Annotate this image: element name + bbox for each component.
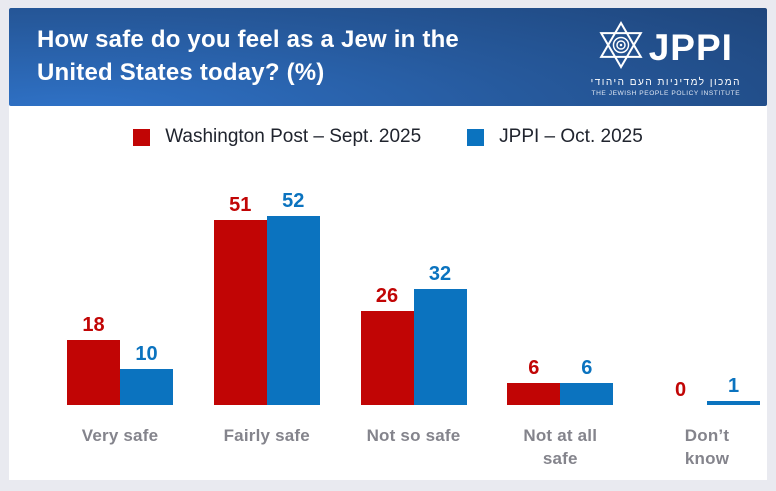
legend-swatch-blue xyxy=(467,128,485,146)
category-label: Not so safe xyxy=(366,426,461,445)
category-label: Very safe xyxy=(81,426,159,445)
page-title-line2: United States today? (%) xyxy=(37,59,325,86)
star-of-david-icon xyxy=(599,20,643,74)
bar-column: 1 xyxy=(707,376,760,405)
bar-value-label: 10 xyxy=(135,343,158,365)
bar-group: 26 32 Not so safe xyxy=(360,150,467,471)
jppi-logo-english-tagline: THE JEWISH PEOPLE POLICY INSTITUTE xyxy=(591,90,741,97)
bar-column: 52 xyxy=(266,190,320,405)
bar-group: 51 52 Fairly safe xyxy=(213,150,320,471)
bar-value-label: 6 xyxy=(528,357,540,379)
bar-value-label: 1 xyxy=(727,375,740,397)
bar-column: 6 xyxy=(507,357,561,405)
jppi-logo-row: JPPI xyxy=(599,20,733,74)
bar-value-label: 51 xyxy=(229,194,252,216)
bar-chart: 18 10 Very safe 51 52 Fairly safe 26 32 Not so s… xyxy=(67,150,760,471)
chart-legend: Washington Post – Sept. 2025 JPPI – Oct.… xyxy=(9,124,767,150)
bar-value-label: 18 xyxy=(82,314,105,336)
bar xyxy=(266,216,320,405)
jppi-logo-hebrew-tagline: המכון למדיניות העם היהודי xyxy=(590,77,741,88)
jppi-logo-text: JPPI xyxy=(648,27,733,68)
category-label: Not at all safe xyxy=(523,426,598,468)
bar-pair: 26 32 xyxy=(360,150,467,405)
legend-swatch-red xyxy=(133,128,151,146)
bar-value-label: 52 xyxy=(282,190,305,212)
category-label: Don’t know xyxy=(684,426,730,468)
bar-column: 26 xyxy=(360,285,414,405)
bar-column: 6 xyxy=(560,357,614,405)
bar xyxy=(707,401,760,405)
bar xyxy=(120,369,173,405)
bar-group: 6 6 Not at all safe xyxy=(507,150,614,471)
header-banner: How safe do you feel as a Jew in the Uni… xyxy=(9,8,767,106)
bar-value-label: 32 xyxy=(428,263,452,285)
page-title-line1: How safe do you feel as a Jew in the xyxy=(37,26,459,54)
legend-item-washington-post: Washington Post – Sept. 2025 xyxy=(133,126,421,148)
bar xyxy=(360,311,414,405)
jppi-logo: JPPI המכון למדיניות העם היהודי THE JEWIS… xyxy=(590,20,741,97)
bar-column: 10 xyxy=(120,344,173,405)
bar-column: 51 xyxy=(213,194,267,405)
bar-value-label: 0 xyxy=(674,379,687,401)
bar xyxy=(213,220,267,405)
bar-value-label: 26 xyxy=(375,285,399,307)
bar-pair: 51 52 xyxy=(213,150,320,405)
bar xyxy=(413,289,467,405)
legend-label: JPPI – Oct. 2025 xyxy=(499,126,643,147)
legend-item-jppi: JPPI – Oct. 2025 xyxy=(467,126,643,148)
bar xyxy=(560,383,614,405)
bar xyxy=(507,383,561,405)
bar-group: 18 10 Very safe xyxy=(67,150,173,471)
category-label: Fairly safe xyxy=(223,426,310,445)
legend-label: Washington Post – Sept. 2025 xyxy=(165,126,422,147)
bar-pair: 18 10 xyxy=(67,150,173,405)
bar-group: 0 1 Don’t know xyxy=(654,150,760,471)
page-title: How safe do you feel as a Jew in the Uni… xyxy=(9,24,459,89)
bar-value-label: 6 xyxy=(581,357,593,379)
bar-column: 32 xyxy=(413,263,467,405)
bar-column: 18 xyxy=(67,315,120,405)
bar xyxy=(67,340,120,405)
bar-column: 0 xyxy=(654,380,707,405)
infographic-card: How safe do you feel as a Jew in the Uni… xyxy=(9,8,767,480)
